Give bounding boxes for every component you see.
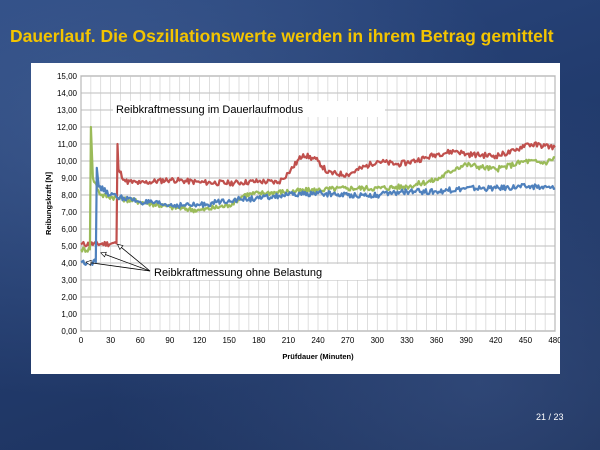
y-tick-label: 15,00 (57, 72, 78, 81)
series-line-1 (80, 141, 556, 248)
series-line-2 (80, 125, 556, 253)
y-tick-label: 5,00 (61, 242, 77, 251)
series-line-3 (80, 166, 556, 266)
x-tick-label: 30 (106, 336, 115, 345)
annotation-dauerlauf: Reibkraftmessung im Dauerlaufmodus (116, 104, 304, 116)
x-axis-title: Prüfdauer (Minuten) (282, 352, 354, 361)
annotation-arrow (117, 243, 151, 272)
page-number: 21 / 23 (536, 412, 564, 422)
y-axis-title: Reibungskraft [N] (44, 172, 53, 235)
y-tick-label: 4,00 (61, 259, 77, 268)
x-tick-label: 360 (430, 336, 444, 345)
y-tick-label: 12,00 (57, 123, 78, 132)
arrow-head-icon (117, 243, 124, 250)
y-tick-label: 10,00 (57, 157, 78, 166)
x-tick-label: 150 (222, 336, 236, 345)
x-tick-label: 480 (548, 336, 560, 345)
annotation-layer: Reibkraftmessung im Dauerlaufmodus Reibkr… (85, 101, 385, 280)
series-layer (80, 125, 556, 266)
x-tick-label: 90 (165, 336, 174, 345)
x-tick-label: 60 (136, 336, 145, 345)
x-tick-label: 180 (252, 336, 266, 345)
x-tick-label: 0 (79, 336, 84, 345)
y-tick-label: 2,00 (61, 293, 77, 302)
arrow-head-icon (100, 251, 107, 258)
y-tick-label: 11,00 (58, 140, 78, 149)
x-tick-label: 420 (489, 336, 503, 345)
y-tick-label: 13,00 (57, 106, 78, 115)
friction-chart: 0,00 1,00 2,00 3,00 4,00 5,00 6,00 7,00 8,00 9,00… (44, 72, 560, 361)
y-tick-label: 14,00 (57, 89, 78, 98)
slide-title: Dauerlauf. Die Oszillationswerte werden … (10, 26, 554, 46)
annotation-ohne-belastung: Reibkraftmessung ohne Belastung (154, 267, 322, 279)
y-tick-label: 1,00 (61, 310, 77, 319)
chart-frame: 0,00 1,00 2,00 3,00 4,00 5,00 6,00 7,00 8,00 9,00… (31, 63, 560, 374)
y-tick-label: 8,00 (61, 191, 77, 200)
y-tick-label: 7,00 (61, 208, 77, 217)
x-tick-label: 120 (193, 336, 207, 345)
y-tick-label: 9,00 (61, 174, 77, 183)
annotation-box-ohne-belastung (151, 264, 367, 280)
annotation-arrow (85, 261, 151, 272)
x-tick-label: 300 (371, 336, 385, 345)
x-tick-label: 210 (282, 336, 296, 345)
axes-layer: 0,00 1,00 2,00 3,00 4,00 5,00 6,00 7,00 8,00 9,00… (44, 72, 560, 361)
arrow-head-icon (85, 259, 92, 266)
annotation-box-dauerlauf (113, 101, 385, 117)
x-tick-label: 240 (311, 336, 325, 345)
y-tick-label: 3,00 (61, 276, 77, 285)
x-tick-label: 450 (519, 336, 533, 345)
y-tick-label: 0,00 (61, 327, 77, 336)
x-tick-label: 330 (400, 336, 414, 345)
x-tick-label: 270 (341, 336, 355, 345)
y-tick-label: 6,00 (61, 225, 77, 234)
x-tick-label: 390 (459, 336, 473, 345)
annotation-arrow (100, 252, 151, 272)
